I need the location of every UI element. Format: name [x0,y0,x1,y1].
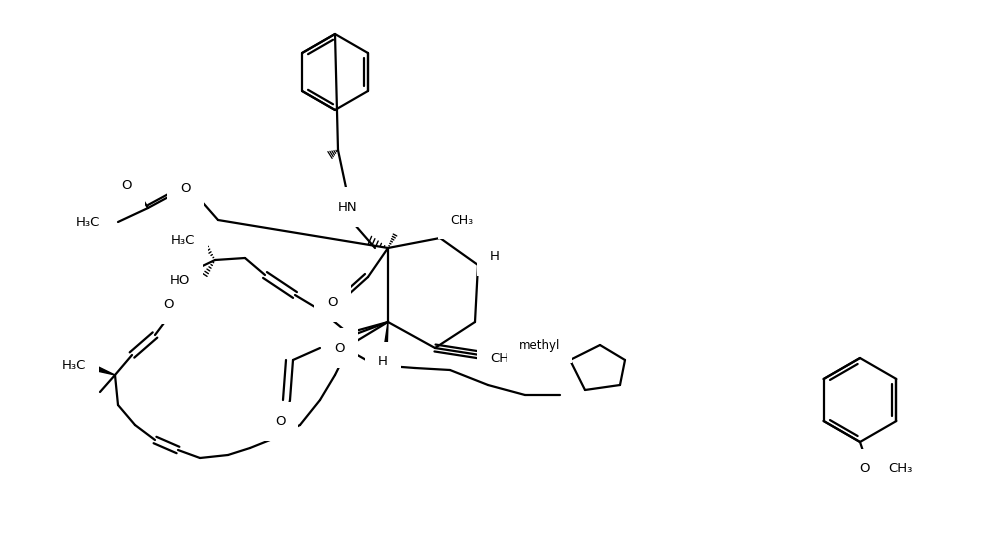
Text: H: H [490,249,500,263]
Text: O: O [328,295,338,309]
Text: H₃C: H₃C [76,216,100,228]
Text: methyl: methyl [519,339,560,351]
Text: HO: HO [169,273,190,287]
Text: CH₃: CH₃ [888,462,912,475]
Text: O: O [335,341,345,355]
Text: O: O [162,298,173,311]
Text: CH₃: CH₃ [450,213,473,226]
Polygon shape [440,217,457,238]
Text: O: O [860,462,871,475]
Text: CH₂: CH₂ [490,351,515,364]
Text: O: O [275,415,285,428]
Text: HN: HN [339,201,358,213]
Text: H₃C: H₃C [170,233,195,247]
Polygon shape [383,322,388,355]
Text: O: O [122,179,132,192]
Polygon shape [95,365,115,375]
Text: H₃C: H₃C [62,358,86,371]
Text: O: O [180,181,190,195]
Text: H: H [378,355,387,368]
